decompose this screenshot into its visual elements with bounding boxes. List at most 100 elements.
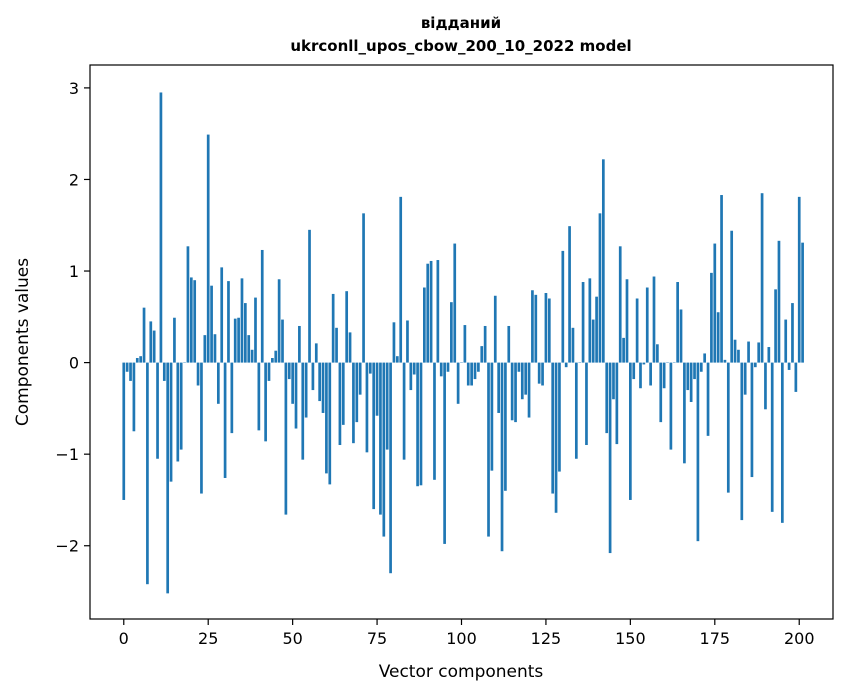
bar	[244, 303, 247, 363]
bar	[331, 293, 335, 363]
bar	[598, 213, 602, 363]
bar	[679, 309, 683, 363]
bar	[399, 196, 403, 363]
bar	[470, 362, 473, 386]
bar	[345, 291, 349, 363]
bar	[730, 230, 734, 363]
bar	[267, 362, 271, 381]
bar	[767, 347, 771, 363]
bar	[392, 322, 396, 363]
y-tick-label: 2	[69, 170, 79, 189]
bar	[135, 358, 139, 363]
bar	[129, 362, 132, 381]
bar	[770, 362, 774, 512]
bar	[362, 213, 365, 363]
bar	[152, 330, 156, 363]
bar	[223, 362, 227, 478]
bar	[341, 362, 345, 425]
bar	[588, 278, 592, 363]
bar	[601, 159, 605, 363]
bar	[780, 362, 784, 523]
bar	[463, 325, 467, 363]
bar	[777, 240, 781, 363]
bar	[686, 362, 690, 391]
bar	[189, 277, 193, 363]
bar	[433, 362, 436, 480]
bar	[423, 287, 426, 363]
bar	[585, 362, 588, 446]
bar	[689, 362, 693, 402]
bar	[287, 362, 291, 380]
bar	[500, 362, 504, 552]
bar	[162, 362, 166, 381]
bar	[676, 282, 679, 363]
bar	[186, 246, 190, 363]
bar	[534, 294, 538, 363]
bar	[656, 344, 659, 363]
bars	[122, 92, 804, 594]
bar	[247, 335, 251, 363]
bar	[574, 362, 578, 459]
bar	[203, 335, 207, 363]
bar	[652, 276, 656, 363]
bar	[325, 362, 328, 474]
y-tick-label: 3	[69, 79, 79, 98]
bar	[416, 362, 419, 487]
bar	[122, 362, 126, 500]
bar	[311, 362, 315, 391]
bar	[632, 362, 636, 380]
bar	[558, 362, 561, 472]
bar	[426, 263, 430, 363]
bar	[649, 362, 652, 386]
bar	[635, 298, 639, 363]
bar	[142, 307, 146, 363]
bar	[605, 362, 609, 434]
x-tick-label: 0	[119, 629, 129, 648]
bar	[737, 349, 740, 363]
bar	[760, 193, 764, 363]
bar	[753, 362, 757, 368]
bar	[443, 362, 446, 544]
bar	[406, 320, 409, 363]
bar	[764, 362, 767, 410]
bar	[271, 358, 274, 363]
bar	[146, 362, 149, 585]
bar	[450, 302, 453, 363]
bar	[480, 346, 484, 363]
x-axis-label: Vector components	[379, 662, 544, 682]
bar	[561, 250, 565, 363]
bar	[196, 362, 200, 386]
bar	[787, 362, 791, 370]
bar	[750, 362, 754, 478]
chart-subtitle: ukrconll_upos_cbow_200_10_2022 model	[290, 37, 631, 55]
bar	[642, 362, 646, 365]
bar	[436, 260, 440, 363]
bar	[743, 362, 747, 395]
bar	[149, 321, 153, 363]
bar	[801, 242, 804, 363]
bar	[328, 362, 332, 485]
bar	[446, 362, 450, 372]
y-tick-label: 1	[69, 262, 79, 281]
bar	[794, 362, 798, 392]
bar	[419, 362, 423, 486]
bar	[669, 362, 673, 450]
bar	[497, 362, 500, 413]
bar	[723, 359, 727, 363]
bar	[206, 134, 210, 363]
bar	[139, 356, 143, 363]
x-tick-label: 125	[531, 629, 562, 648]
y-tick-label: −2	[55, 537, 79, 556]
bar	[703, 353, 707, 363]
bar	[706, 362, 710, 436]
bar	[210, 285, 213, 363]
bar	[260, 249, 264, 363]
bar	[514, 362, 517, 423]
bar	[683, 362, 686, 464]
bar	[318, 362, 321, 402]
bar	[547, 298, 551, 363]
bar	[564, 362, 568, 368]
bar	[301, 362, 305, 460]
bar	[429, 260, 433, 363]
